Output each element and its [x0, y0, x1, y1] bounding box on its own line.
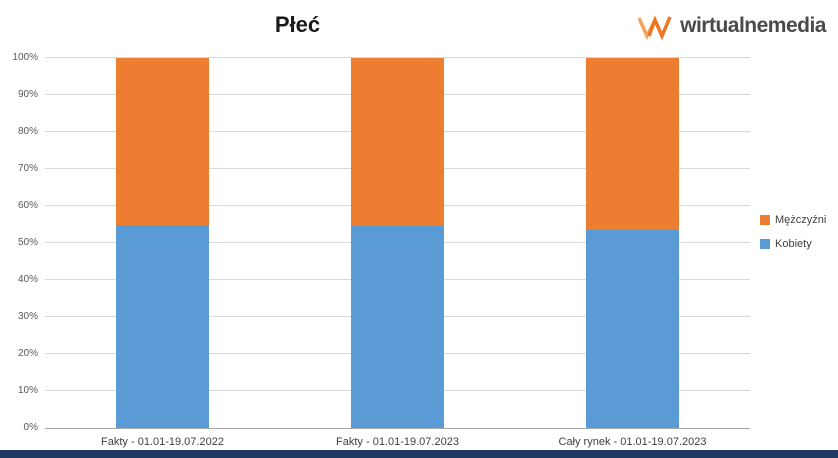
logo-text: wirtualnemedia: [680, 14, 826, 37]
y-tick-label: 70%: [17, 163, 38, 174]
y-tick-label: 10%: [17, 385, 38, 396]
y-tick-label: 90%: [17, 89, 38, 100]
bar-segment-kobiety: [586, 230, 679, 428]
y-tick-label: 50%: [17, 237, 38, 248]
legend-swatch: [760, 215, 770, 225]
x-category-label: Fakty - 01.01-19.07.2022: [101, 436, 224, 448]
legend-item-mężczyźni: Mężczyźni: [760, 214, 826, 226]
wirtualnemedia-logo-icon: [637, 15, 672, 40]
bar-segment-mężczyźni: [351, 58, 444, 227]
y-tick-label: 100%: [12, 52, 38, 63]
y-tick-label: 80%: [17, 126, 38, 137]
bar-segment-kobiety: [116, 224, 209, 428]
y-tick-label: 60%: [17, 200, 38, 211]
x-category-label: Fakty - 01.01-19.07.2023: [336, 436, 459, 448]
y-tick-label: 0%: [23, 422, 38, 433]
legend-item-kobiety: Kobiety: [760, 238, 826, 250]
legend-swatch: [760, 239, 770, 249]
chart-title: Płeć: [274, 12, 321, 37]
logo: wirtualnemedia: [636, 12, 826, 40]
bar-segment-mężczyźni: [586, 58, 679, 231]
bar-segment-mężczyźni: [116, 58, 209, 225]
legend-label: Mężczyźni: [775, 214, 827, 226]
legend-label: Kobiety: [775, 238, 812, 250]
y-tick-label: 30%: [17, 311, 38, 322]
legend: Mężczyźni Kobiety: [760, 214, 826, 250]
footer-bar: [0, 450, 838, 458]
bar-segment-kobiety: [351, 226, 444, 428]
plot-area: [45, 57, 750, 429]
gridline: [45, 57, 750, 58]
bar-group: [586, 58, 679, 428]
x-category-label: Cały rynek - 01.01-19.07.2023: [558, 436, 707, 448]
bar-group: [116, 58, 209, 428]
bar-group: [351, 58, 444, 428]
y-tick-label: 40%: [17, 274, 38, 285]
y-tick-label: 20%: [17, 348, 38, 359]
